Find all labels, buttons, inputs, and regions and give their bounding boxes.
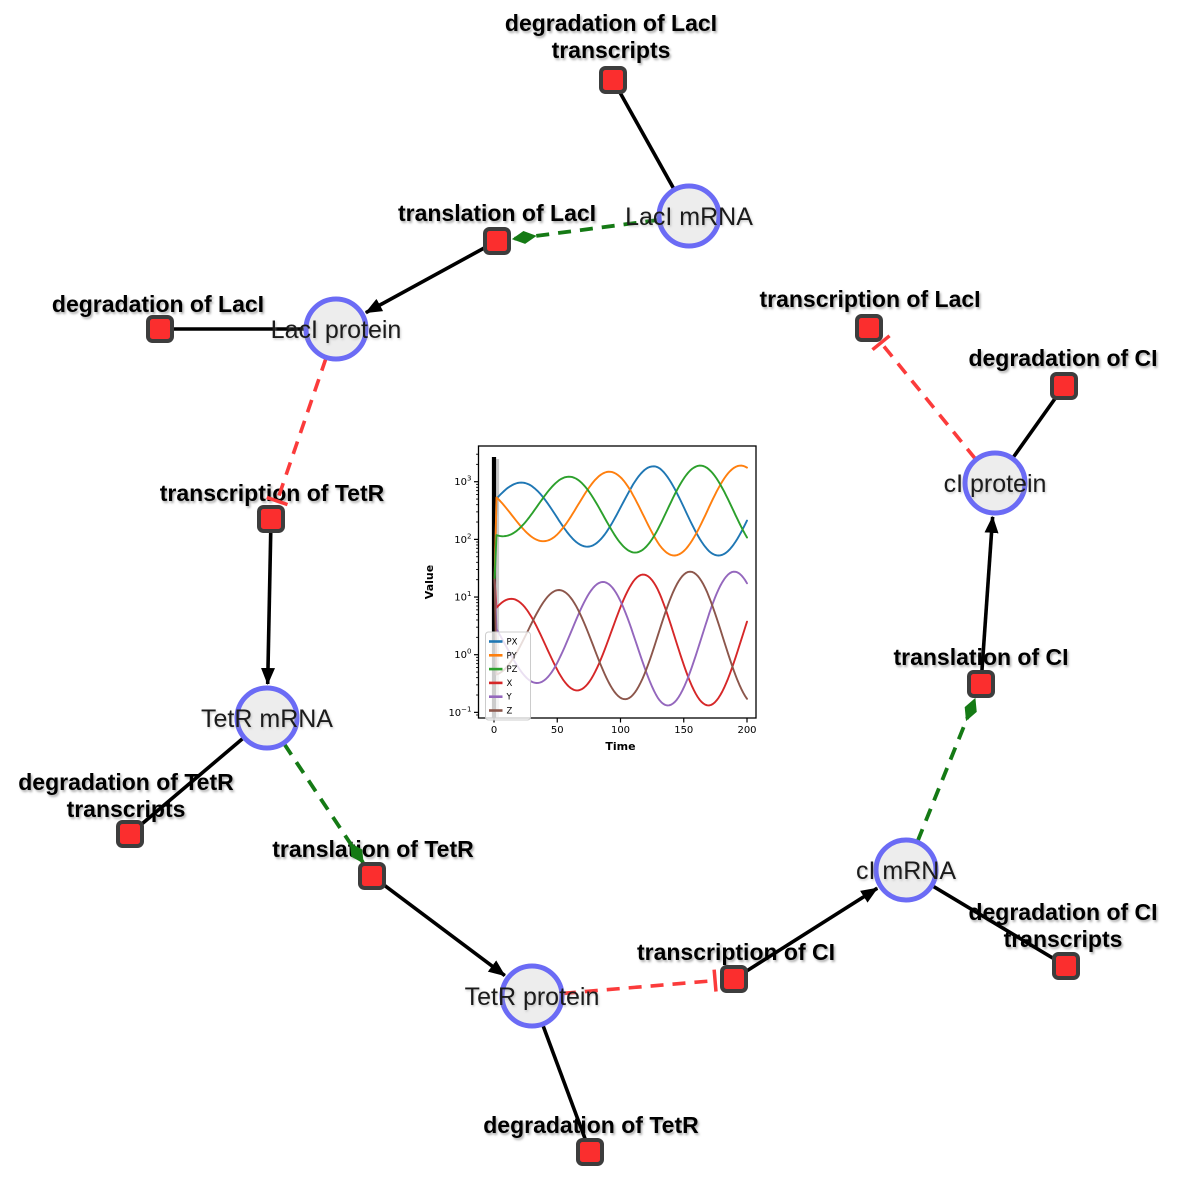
- series-line-Y: [493, 570, 748, 707]
- reaction-node-transcription-of-ci[interactable]: [720, 965, 748, 993]
- species-label-laci-protein: LacI protein: [271, 316, 402, 344]
- species-node-ci-mrna[interactable]: [873, 837, 939, 903]
- edge-product-translation-of-laci-to-laci-protein: [364, 239, 498, 315]
- species-label-ci-protein: cI protein: [944, 470, 1047, 498]
- species-label-tetr-mrna: TetR mRNA: [201, 705, 333, 733]
- x-tick-label: 0: [491, 725, 497, 736]
- reaction-node-transcription-of-tetr[interactable]: [257, 505, 285, 533]
- y-axis-label: Value: [423, 565, 436, 599]
- reaction-label-degradation-of-tetr-transcripts: transcripts: [67, 796, 186, 822]
- reaction-label-translation-of-tetr: translation of TetR: [272, 836, 474, 862]
- series-line-PZ: [493, 464, 748, 581]
- edge-consumption-laci-mrna-to-degradation-of-laci-transcripts: [611, 79, 676, 190]
- species-label-ci-mrna: cI mRNA: [856, 857, 956, 885]
- edge-modifier-ci-mrna-to-translation-of-ci: [915, 697, 977, 842]
- legend-label-Y: Y: [506, 693, 513, 703]
- reaction-node-translation-of-laci[interactable]: [483, 227, 511, 255]
- species-node-tetr-protein[interactable]: [499, 963, 565, 1029]
- edge-product-transcription-of-tetr-to-tetr-mrna: [261, 518, 276, 686]
- legend-label-PX: PX: [507, 638, 518, 648]
- species-node-tetr-mrna[interactable]: [234, 685, 300, 751]
- reaction-node-degradation-of-ci[interactable]: [1050, 372, 1078, 400]
- edge-inhibition-tetr-protein-to-transcription-of-ci: [562, 969, 718, 996]
- x-tick-label: 150: [674, 725, 693, 736]
- reaction-labels: degradation of LacItranscriptstranslatio…: [18, 10, 1157, 1138]
- edge-inhibition-ci-protein-to-transcription-of-laci: [871, 334, 977, 461]
- reaction-label-transcription-of-laci: transcription of LacI: [759, 286, 980, 312]
- reaction-label-degradation-of-laci-transcripts: transcripts: [552, 37, 671, 63]
- edge-product-translation-of-tetr-to-tetr-protein: [370, 874, 506, 978]
- species-node-laci-protein[interactable]: [303, 296, 369, 362]
- legend-label-Z: Z: [507, 707, 513, 717]
- series-line-PY: [493, 464, 748, 581]
- edge-consumption-tetr-mrna-to-degradation-of-tetr-transcripts: [128, 736, 245, 836]
- series-line-Z: [493, 570, 748, 701]
- reaction-node-degradation-of-ci-transcripts[interactable]: [1052, 952, 1080, 980]
- x-tick-label: 50: [551, 725, 564, 736]
- edge-consumption-ci-mrna-to-degradation-of-ci-transcripts: [931, 884, 1067, 968]
- edge-consumption-tetr-protein-to-degradation-of-tetr: [541, 1024, 592, 1153]
- species-label-tetr-protein: TetR protein: [465, 983, 600, 1011]
- x-axis-label: Time: [605, 740, 635, 753]
- legend-label-PY: PY: [507, 651, 518, 661]
- reaction-node-transcription-of-laci[interactable]: [855, 314, 883, 342]
- species-nodes: LacI mRNA LacI protein TetR mRNA TetR prote…: [201, 183, 1047, 1029]
- legend-label-PZ: PZ: [507, 665, 518, 675]
- reaction-label-transcription-of-ci: transcription of CI: [637, 939, 835, 965]
- edge-product-transcription-of-ci-to-ci-mrna: [733, 886, 879, 981]
- reaction-label-translation-of-laci: translation of LacI: [398, 200, 596, 226]
- reaction-label-degradation-of-tetr-transcripts: degradation of TetR: [18, 769, 234, 795]
- edge-modifier-tetr-mrna-to-translation-of-tetr: [282, 742, 365, 864]
- reaction-node-translation-of-tetr[interactable]: [358, 862, 386, 890]
- species-node-ci-protein[interactable]: [962, 450, 1028, 516]
- reaction-label-transcription-of-tetr: transcription of TetR: [160, 480, 385, 506]
- reaction-node-degradation-of-laci-transcripts[interactable]: [599, 66, 627, 94]
- edge-modifier-laci-mrna-to-translation-of-laci: [511, 218, 659, 244]
- edge-product-translation-of-ci-to-ci-protein: [979, 515, 999, 685]
- reaction-nodes: [116, 66, 1080, 1166]
- reaction-label-degradation-of-ci-transcripts: degradation of CI: [968, 899, 1157, 925]
- edges: [128, 79, 1067, 1153]
- reaction-label-degradation-of-tetr: degradation of TetR: [483, 1112, 699, 1138]
- reaction-node-translation-of-ci[interactable]: [967, 670, 995, 698]
- reaction-label-degradation-of-ci: degradation of CI: [968, 345, 1157, 371]
- reaction-node-degradation-of-laci[interactable]: [146, 315, 174, 343]
- species-node-laci-mrna[interactable]: [656, 183, 722, 249]
- legend-label-X: X: [507, 679, 513, 689]
- x-tick-label: 200: [737, 725, 756, 736]
- x-tick-label: 100: [611, 725, 630, 736]
- edge-inhibition-laci-protein-to-transcription-of-tetr: [266, 357, 328, 507]
- series-line-X: [493, 573, 748, 707]
- reaction-node-degradation-of-tetr-transcripts[interactable]: [116, 820, 144, 848]
- reaction-node-degradation-of-tetr[interactable]: [576, 1138, 604, 1166]
- reaction-label-degradation-of-laci-transcripts: degradation of LacI: [505, 10, 717, 36]
- species-label-laci-mrna: LacI mRNA: [625, 203, 753, 231]
- reaction-label-degradation-of-laci: degradation of LacI: [52, 291, 264, 317]
- series-line-PX: [493, 465, 748, 581]
